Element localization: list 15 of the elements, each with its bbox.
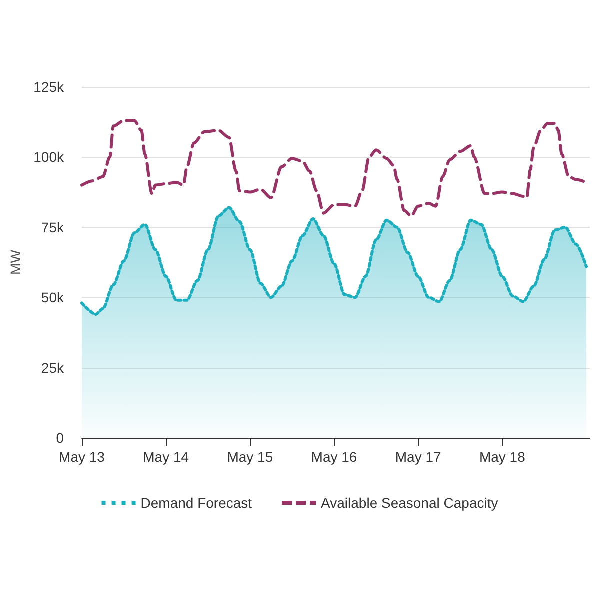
x-tick-label: May 17 <box>395 449 442 465</box>
legend-label: Available Seasonal Capacity <box>321 495 498 511</box>
y-axis-title: MW <box>8 249 24 275</box>
y-tick-label: 75k <box>41 219 65 236</box>
x-tick-label: May 18 <box>479 449 526 465</box>
y-tick-label: 50k <box>41 290 65 306</box>
y-tick-label: 125k <box>34 79 65 95</box>
legend-label: Demand Forecast <box>140 495 252 511</box>
x-tick-label: May 16 <box>311 449 358 465</box>
x-tick-label: May 14 <box>143 449 190 465</box>
y-tick-label: 100k <box>34 149 65 166</box>
y-tick-label: 25k <box>41 360 65 376</box>
x-tick-label: May 13 <box>59 449 106 465</box>
y-tick-label: 0 <box>56 430 64 446</box>
x-tick-label: May 15 <box>227 449 274 465</box>
